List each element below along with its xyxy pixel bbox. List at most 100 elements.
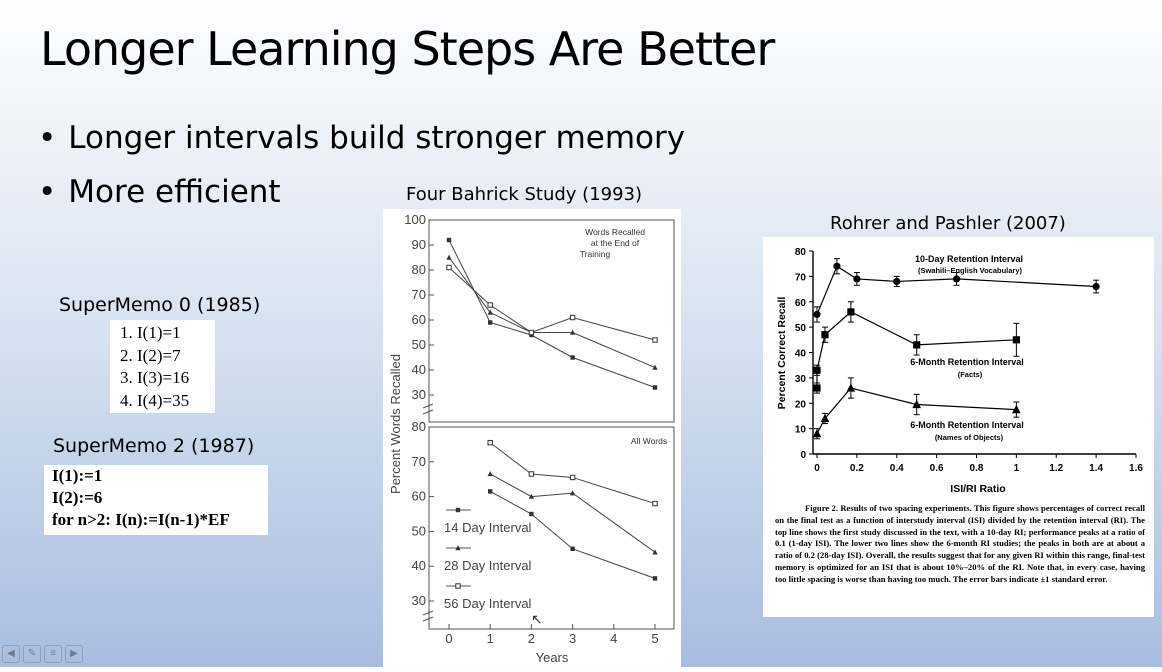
series-line [489, 442, 656, 505]
series-sublabel: (Facts) [958, 370, 983, 379]
triangle-marker [455, 545, 461, 551]
prev-slide-icon[interactable]: ◀ [2, 645, 20, 663]
open-square-marker [528, 329, 535, 336]
x-axis-label: Years [536, 650, 569, 665]
open-square-marker [455, 583, 461, 589]
y-tick-label: 50 [412, 337, 426, 352]
formula-line: I(2):=6 [52, 488, 103, 507]
x-axis-label: ISI/RI Ratio [950, 483, 1005, 495]
y-tick-label: 10 [795, 425, 807, 436]
y-tick-label: 70 [412, 454, 426, 469]
x-tick-label: 0.8 [970, 463, 984, 474]
y-tick-label: 70 [795, 272, 807, 283]
open-square-marker [446, 264, 452, 271]
square-marker [570, 355, 575, 360]
x-tick-label: 0.2 [850, 463, 864, 474]
square-marker [570, 546, 575, 551]
rohrer-chart-panel: 0 10 20 30 40 50 60 70 80 0 0.2 0.4 0.6 0.8 1 1.2 1.4 1.6… [763, 237, 1154, 617]
series-line [489, 490, 656, 579]
series-line [448, 239, 656, 388]
menu-icon[interactable]: ≡ [44, 645, 62, 663]
x-tick-label: 2 [528, 631, 535, 646]
y-tick-label: 40 [412, 362, 426, 377]
step-item: 4. I(4)=35 [120, 390, 190, 410]
y-tick-label: 70 [412, 287, 426, 302]
series-label: 6-Month Retention Interval [910, 420, 1024, 430]
panel-title: All Words [631, 436, 667, 446]
legend-label: 28 Day Interval [444, 558, 532, 573]
supermemo0-heading: SuperMemo 0 (1985) [59, 294, 261, 316]
slide-title: Longer Learning Steps Are Better [40, 22, 775, 76]
rohrer-heading: Rohrer and Pashler (2007) [830, 213, 1066, 234]
triangle-marker [820, 413, 830, 423]
x-tick-label: 1.2 [1049, 463, 1063, 474]
plot-frame [428, 426, 675, 630]
y-tick-label: 80 [412, 262, 426, 277]
y-tick-label: 50 [795, 323, 807, 334]
bullet-list: Longer intervals build stronger memory M… [38, 118, 685, 226]
square-marker [913, 341, 921, 349]
square-marker [488, 489, 493, 494]
x-tick-label: 5 [651, 631, 658, 646]
y-tick-label: 60 [795, 298, 807, 309]
supermemo2-heading: SuperMemo 2 (1987) [53, 435, 255, 457]
square-marker [652, 576, 658, 581]
step-item: 1. I(1)=1 [120, 323, 181, 342]
legend-label: 14 Day Interval [444, 520, 532, 535]
panel-title: at the End of [591, 238, 640, 248]
series-line [489, 473, 656, 553]
panel-title: Training [580, 249, 611, 259]
square-marker [813, 384, 821, 392]
open-square-marker [652, 337, 658, 343]
square-marker [455, 507, 461, 513]
bullet-item: Longer intervals build stronger memory [38, 118, 685, 172]
y-tick-label: 30 [795, 374, 807, 385]
open-square-marker [569, 474, 576, 481]
square-marker [529, 511, 534, 517]
formula-line: I(1):=1 [52, 466, 103, 485]
y-tick-label: 50 [412, 523, 426, 538]
x-tick-label: 0 [445, 631, 452, 646]
open-square-marker [652, 500, 658, 507]
y-axis-label: Percent Correct Recall [776, 297, 788, 410]
triangle-marker [812, 429, 822, 438]
y-tick-label: 80 [795, 247, 807, 258]
triangle-marker [487, 471, 493, 477]
y-axis-label: Percent Words Recalled [388, 354, 403, 494]
open-square-marker [487, 439, 493, 446]
y-tick-label: 100 [404, 212, 426, 227]
triangle-marker [652, 549, 658, 555]
step-item: 3. I(3)=16 [120, 368, 190, 387]
triangle-marker [487, 309, 493, 315]
formula-line: for n>2: I(n):=I(n-1)*EF [52, 510, 230, 529]
series-label: 6-Month Retention Interval [910, 357, 1024, 367]
y-tick-label: 40 [795, 349, 807, 360]
open-square-marker [569, 314, 576, 321]
plot-frame [428, 219, 675, 423]
circle-marker [813, 310, 821, 319]
axis-break [422, 403, 434, 415]
y-tick-label: 40 [412, 558, 426, 573]
series-line [448, 267, 656, 341]
circle-marker [893, 277, 901, 286]
x-tick-label: 1 [487, 631, 494, 646]
x-tick-label: 1 [1014, 463, 1020, 474]
square-marker [847, 308, 855, 316]
series-line [816, 265, 1097, 315]
next-slide-icon[interactable]: ▶ [65, 645, 83, 663]
x-tick-label: 3 [569, 631, 576, 646]
y-tick-label: 30 [412, 387, 426, 402]
pen-icon[interactable]: ✎ [23, 645, 41, 663]
slide-toolbar[interactable]: ◀ ✎ ≡ ▶ [2, 645, 92, 663]
y-tick-label: 90 [412, 237, 426, 252]
x-tick-label: 0.4 [890, 463, 904, 474]
bahrick-chart-panel: 30 40 50 60 70 80 90 100 30 40 50 60 70 80 Words Recal… [383, 209, 681, 667]
y-tick-label: 20 [795, 399, 807, 410]
x-tick-label: 1.4 [1089, 463, 1103, 474]
y-tick-label: 60 [412, 312, 426, 327]
rohrer-chart: 0 10 20 30 40 50 60 70 80 0 0.2 0.4 0.6 0.8 1 1.2 1.4 1.6… [776, 247, 1143, 495]
rohrer-caption: Figure 2. Results of two spacing experim… [775, 503, 1145, 586]
bullet-item: More efficient [38, 172, 685, 226]
y-tick-label: 0 [800, 450, 806, 461]
